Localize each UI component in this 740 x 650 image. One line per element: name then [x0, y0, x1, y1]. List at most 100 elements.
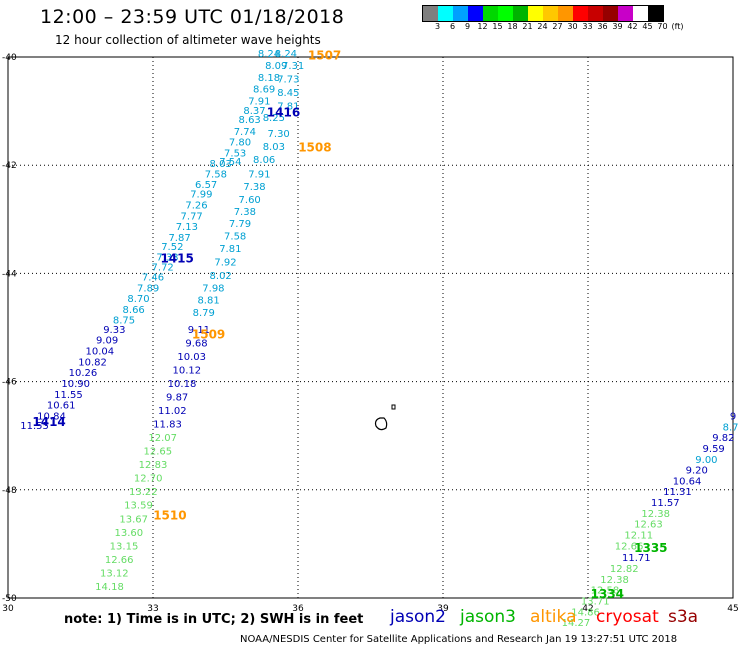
swh-value-label: 12.07 [148, 433, 177, 444]
swh-value-label: 8.7 [723, 422, 739, 433]
page-subtitle: 12 hour collection of altimeter wave hei… [55, 33, 321, 47]
colorbar-label: 27 [552, 22, 563, 31]
swh-value-label: 11.55 [20, 421, 49, 432]
swh-value-label: 7.31 [282, 61, 304, 72]
swh-value-label: 8.06 [253, 155, 275, 166]
swh-value-label: 7.79 [229, 219, 251, 230]
pass-time-label: 1414 [32, 415, 65, 429]
swh-value-label: 8.63 [239, 115, 261, 126]
pass-time-label: 1334 [591, 587, 624, 601]
swh-value-label: 7.80 [229, 138, 251, 149]
y-tick-label: -46 [2, 378, 17, 388]
wave-height-colorbar [422, 5, 664, 22]
swh-value-label: 10.90 [61, 379, 90, 390]
swh-value-label: 7.30 [268, 129, 290, 140]
island-outline [374, 417, 388, 431]
swh-value-label: 7.13 [176, 222, 198, 233]
colorbar-swatch [588, 6, 603, 21]
x-tick-label: 36 [292, 604, 304, 614]
y-tick-label: -42 [2, 161, 17, 171]
swh-value-label: 11.31 [663, 487, 692, 498]
swh-value-label: 14.27 [562, 618, 591, 629]
colorbar-label: 45 [642, 22, 653, 31]
swh-value-label: 7.73 [277, 74, 299, 85]
pass-time-label: 1416 [267, 106, 300, 120]
pass-time-label: 1335 [634, 541, 667, 555]
swh-value-label: 13.22 [129, 487, 158, 498]
colorbar-label: 24 [537, 22, 548, 31]
swh-value-label: 8.69 [253, 85, 275, 96]
swh-value-label: 10.12 [173, 365, 202, 376]
swh-value-label: 10.84 [37, 411, 66, 422]
pass-time-label: 1507 [308, 49, 341, 63]
footer-credit: NOAA/NESDIS Center for Satellite Applica… [240, 634, 678, 645]
swh-value-label: 9.33 [103, 325, 125, 336]
swh-value-label: 12.70 [134, 474, 163, 485]
swh-value-label: 8.75 [113, 316, 135, 327]
colorbar-label: (ft) [671, 22, 684, 31]
swh-value-label: 10.04 [86, 347, 115, 358]
colorbar-label: 6 [449, 22, 456, 31]
swh-value-label: 8.09 [265, 61, 287, 72]
legend-jason3: jason3 [460, 607, 516, 627]
swh-value-label: 12.83 [139, 460, 168, 471]
x-tick-label: 39 [437, 604, 449, 614]
swh-value-label: 10.26 [69, 368, 98, 379]
swh-value-label: 9.82 [712, 433, 734, 444]
colorbar-label: 30 [567, 22, 578, 31]
colorbar-label: 42 [627, 22, 638, 31]
swh-value-label: 7.58 [205, 170, 227, 181]
x-tick-label: 45 [727, 604, 738, 614]
swh-value-label: 9.20 [686, 466, 708, 477]
colorbar-label: 39 [612, 22, 623, 31]
swh-value-label: 8.03 [263, 142, 285, 153]
swh-value-label: 7.58 [224, 231, 246, 242]
islet-outline [391, 404, 396, 410]
swh-value-label: 11.71 [622, 553, 651, 564]
swh-value-label: 13.12 [100, 568, 129, 579]
footer-note: note: 1) Time is in UTC; 2) SWH is in fe… [64, 612, 364, 627]
x-tick-label: 42 [582, 604, 593, 614]
swh-value-label: 8.02 [210, 271, 232, 282]
pass-time-label: 1510 [153, 509, 186, 523]
colorbar-label: 36 [597, 22, 608, 31]
colorbar-swatch [423, 6, 438, 21]
swh-value-label: 10.64 [673, 476, 702, 487]
colorbar-swatch [438, 6, 453, 21]
x-tick-label: 33 [147, 604, 158, 614]
colorbar-label: 3 [434, 22, 441, 31]
swh-value-label: 7.92 [214, 257, 236, 268]
swh-value-label: 10.03 [177, 352, 206, 363]
legend-altika: altika [530, 607, 577, 627]
swh-value-label: 9.68 [185, 338, 207, 349]
colorbar-label: 33 [582, 22, 593, 31]
swh-value-label: 8.25 [263, 113, 285, 124]
swh-value-label: 10.61 [47, 401, 76, 412]
y-tick-label: -48 [2, 486, 17, 496]
swh-value-label: 10.82 [78, 357, 107, 368]
swh-value-label: 7.81 [219, 244, 241, 255]
colorbar-swatch [453, 6, 468, 21]
swh-value-label: 7.99 [190, 190, 212, 201]
swh-value-label: 7.89 [137, 283, 159, 294]
colorbar-label: 9 [464, 22, 471, 31]
swh-value-label: 7.46 [142, 272, 164, 283]
swh-value-label: 8.18 [258, 73, 280, 84]
swh-value-label: 9.59 [703, 444, 725, 455]
swh-value-label: 13.15 [110, 541, 139, 552]
swh-value-label: 8.66 [123, 305, 145, 316]
swh-value-label: 8.24 [275, 49, 297, 60]
colorbar-label: 70 [657, 22, 668, 31]
swh-value-label: 7.74 [234, 127, 256, 138]
swh-value-label: 7.38 [234, 207, 256, 218]
swh-value-label: 13.60 [115, 528, 144, 539]
swh-value-label: 7.98 [202, 283, 224, 294]
colorbar-swatch [483, 6, 498, 21]
swh-value-label: 9.87 [166, 393, 188, 404]
legend-cryosat: cryosat [596, 607, 659, 627]
colorbar-swatch [573, 6, 588, 21]
swh-value-label: 12.11 [624, 530, 653, 541]
y-tick-label: -40 [2, 53, 17, 63]
swh-value-label: 12.65 [144, 447, 173, 458]
